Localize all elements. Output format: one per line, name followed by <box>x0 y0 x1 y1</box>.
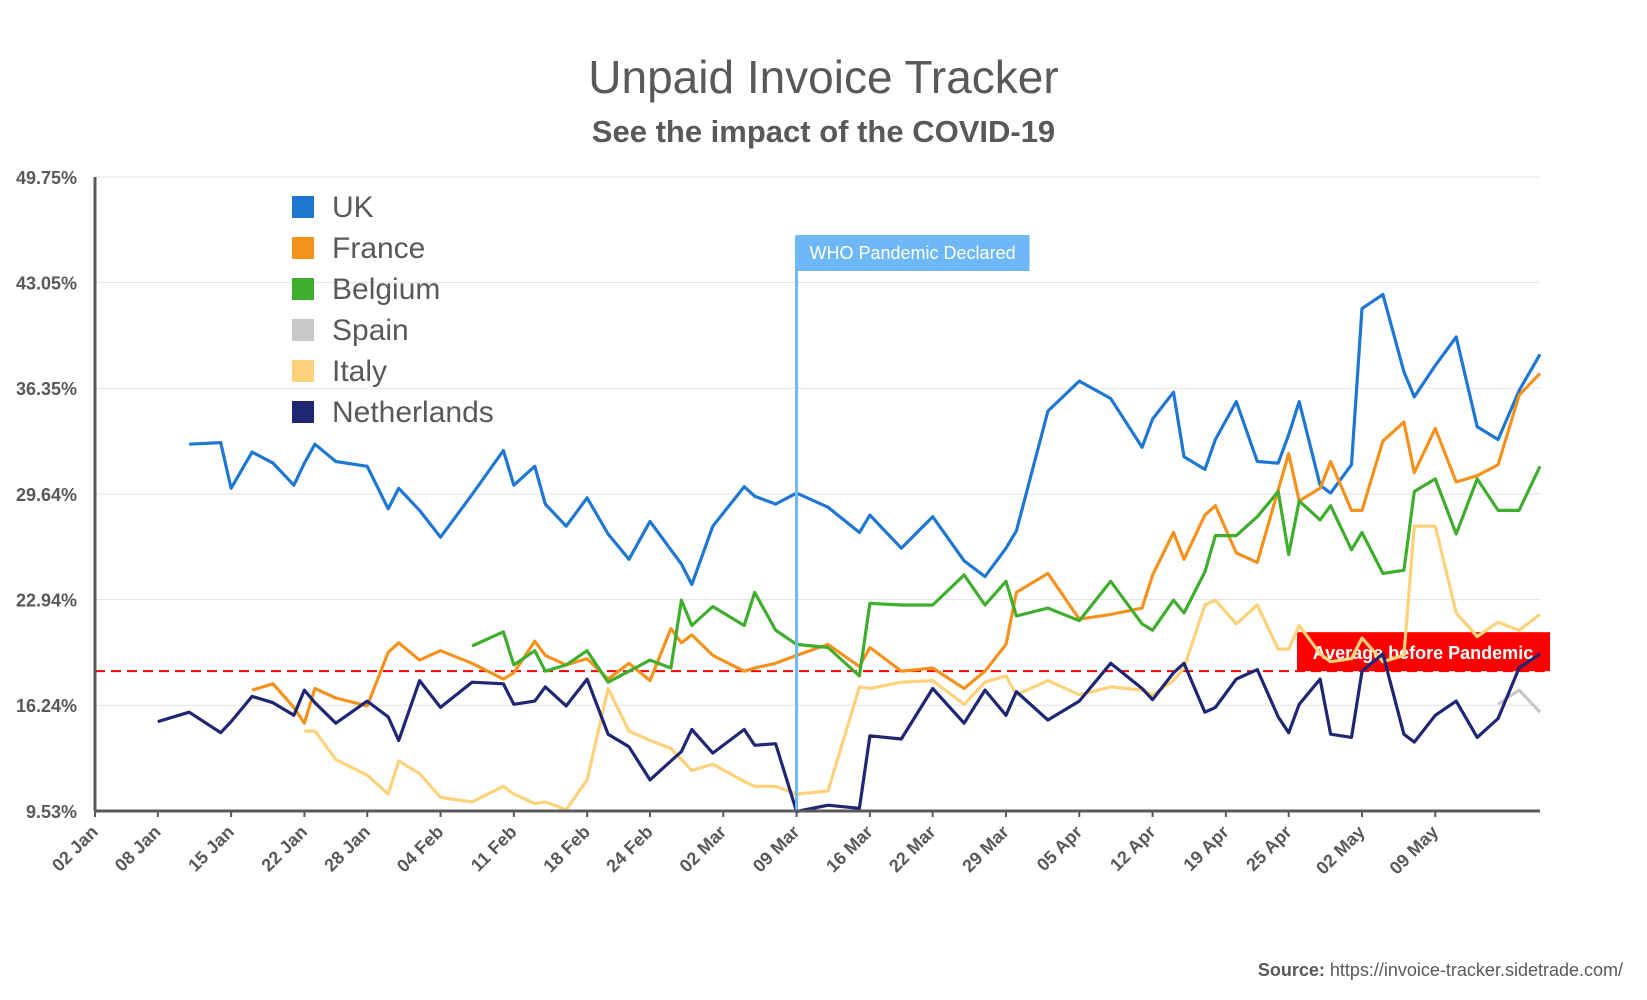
legend-swatch-spain <box>292 319 314 341</box>
source-label: Source: <box>1257 960 1325 980</box>
x-tick-label: 16 Mar <box>822 822 876 876</box>
legend-swatch-belgium <box>292 278 314 300</box>
pandemic-label: WHO Pandemic Declared <box>810 243 1016 263</box>
legend-swatch-france <box>292 237 314 259</box>
legend-label-uk: UK <box>332 191 374 224</box>
y-tick-label: 43.05% <box>16 274 77 294</box>
series-line-uk <box>189 292 1542 587</box>
x-tick-label: 02 Jan <box>48 822 102 876</box>
legend: UK France Belgium Spain Italy Netherlands <box>292 191 494 429</box>
pandemic-marker-group: WHO Pandemic Declared <box>795 235 1030 811</box>
legend-swatch-italy <box>292 360 314 382</box>
y-tick-label: 29.64% <box>16 485 77 505</box>
x-tick-label: 09 Mar <box>749 822 803 876</box>
source-url[interactable]: https://invoice-tracker.sidetrade.com/ <box>1329 960 1623 980</box>
chart-title: Unpaid Invoice Tracker <box>588 51 1059 103</box>
chart-subtitle: See the impact of the COVID-19 <box>591 114 1056 149</box>
x-tick-label: 04 Feb <box>393 822 447 876</box>
legend-label-france: France <box>332 232 425 265</box>
y-axis-ticks: 9.53% 16.24% 22.94% 29.64% 36.35% 43.05% 49.75… <box>16 168 77 822</box>
x-axis-ticks: 02 Jan 08 Jan 15 Jan 22 Jan 28 Jan 04 Feb 11 F… <box>48 811 1442 878</box>
x-tick-label: 24 Feb <box>602 822 656 876</box>
legend-swatch-uk <box>292 196 314 218</box>
legend-label-spain: Spain <box>332 314 409 347</box>
x-tick-label: 02 May <box>1312 822 1369 879</box>
x-tick-label: 08 Jan <box>111 822 165 876</box>
x-tick-label: 05 Apr <box>1033 822 1086 875</box>
x-tick-label: 12 Apr <box>1106 822 1159 875</box>
average-label-box <box>1297 632 1550 672</box>
y-tick-label: 9.53% <box>26 802 77 822</box>
x-tick-label: 18 Feb <box>539 822 593 876</box>
x-tick-label: 09 May <box>1386 822 1443 879</box>
average-label: Average before Pandemic <box>1313 643 1533 663</box>
x-tick-label: 11 Feb <box>467 822 521 876</box>
axes <box>93 177 1540 813</box>
x-tick-label: 28 Jan <box>320 822 374 876</box>
y-tick-label: 16.24% <box>16 696 77 716</box>
x-tick-label: 19 Apr <box>1179 822 1232 875</box>
legend-swatch-netherlands <box>292 401 314 423</box>
pandemic-label-box <box>795 235 1030 271</box>
x-tick-label: 25 Apr <box>1242 822 1295 875</box>
y-tick-label: 22.94% <box>16 591 77 611</box>
y-tick-label: 36.35% <box>16 379 77 399</box>
x-tick-label: 22 Mar <box>885 822 939 876</box>
legend-label-netherlands: Netherlands <box>332 396 494 429</box>
y-tick-label: 49.75% <box>16 168 77 188</box>
legend-label-belgium: Belgium <box>332 273 440 306</box>
source-note: Source: https://invoice-tracker.sidetrad… <box>1258 960 1623 981</box>
series-line-italy <box>304 524 1541 812</box>
series-line-netherlands <box>157 652 1541 814</box>
legend-label-italy: Italy <box>332 355 387 388</box>
series-lines <box>157 292 1542 814</box>
series-line-belgium <box>471 465 1542 684</box>
average-line-group: Average before Pandemic <box>95 632 1550 673</box>
series-line-france <box>251 372 1542 725</box>
x-tick-label: 29 Mar <box>958 822 1012 876</box>
x-tick-label: 22 Jan <box>257 822 311 876</box>
x-tick-label: 02 Mar <box>676 822 730 876</box>
x-tick-label: 15 Jan <box>184 822 238 876</box>
